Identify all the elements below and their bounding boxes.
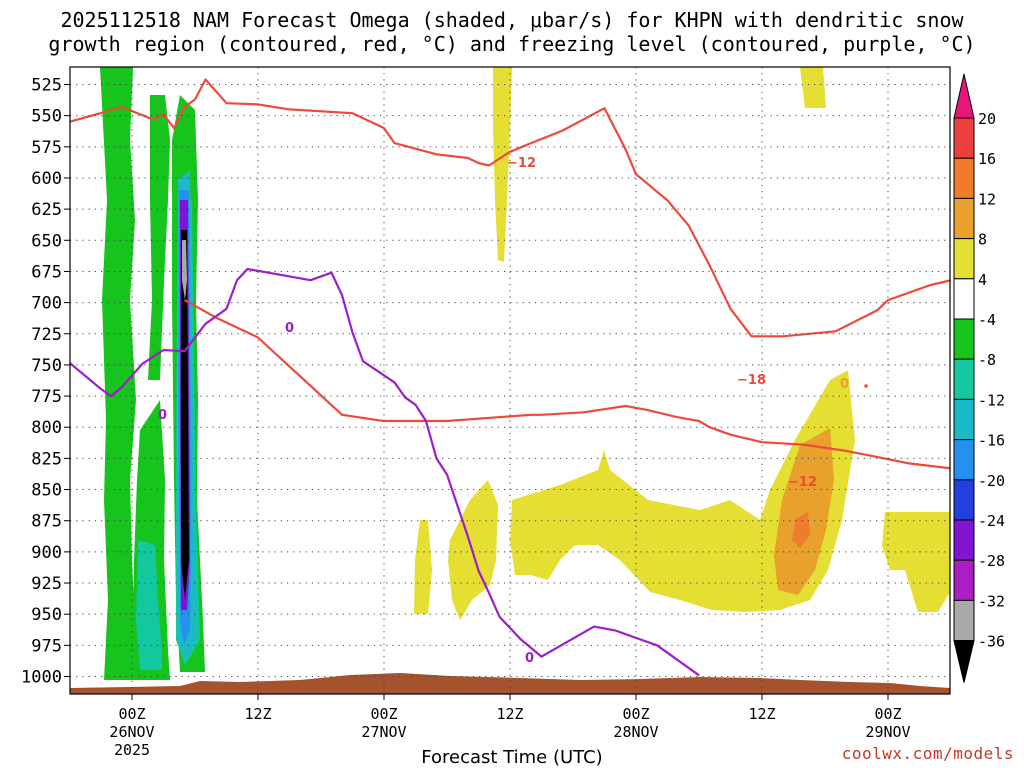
x-tick-label-6-3: 2025	[114, 741, 150, 759]
colorbar-swatch-3	[953, 197, 975, 240]
chart-title: 2025112518 NAM Forecast Omega (shaded, μ…	[0, 8, 1024, 56]
credit-text: coolwx.com/models	[841, 744, 1014, 763]
colorbar-label-6: -8	[978, 351, 996, 369]
y-axis: 525 550 575 600 625 650 675 700 725 750 775 800 825 8…	[21, 76, 70, 688]
omega-green-band-1	[100, 67, 138, 680]
colorbar-label-7: -12	[978, 391, 1005, 409]
colorbar-swatch-9	[953, 439, 975, 481]
y-tick-label-575: 575	[31, 138, 62, 158]
x-tick-label-18-1: 12Z	[244, 705, 271, 723]
colorbar-swatch-8	[953, 398, 975, 441]
ground-terrain	[70, 673, 950, 694]
colorbar-swatch-7	[953, 358, 975, 400]
x-tick-label-78-1: 00Z	[874, 705, 901, 723]
colorbar-swatch-2	[953, 157, 975, 199]
omega-yellow-upper-1	[493, 67, 512, 262]
y-tick-label-1000: 1000	[21, 668, 62, 688]
y-tick-label-900: 900	[31, 543, 62, 563]
chart-title-line1: 2025112518 NAM Forecast Omega (shaded, μ…	[60, 8, 964, 32]
y-tick-label-975: 975	[31, 636, 62, 656]
x-tick-label-54-1: 00Z	[622, 705, 649, 723]
contour-labels: −12 −18 −12 0 0 0 0	[158, 156, 868, 666]
colorbar-label-1: 16	[978, 150, 996, 168]
colorbar-label-10: -24	[978, 512, 1005, 530]
y-tick-label-800: 800	[31, 418, 62, 438]
colorbar-swatch-1	[953, 117, 975, 159]
colorbar-swatch-10	[953, 479, 975, 521]
y-tick-label-600: 600	[31, 169, 62, 189]
contour-dot	[864, 384, 868, 388]
x-tick-label-6-2: 26NOV	[109, 723, 154, 741]
contour-label-purple-3: 0	[525, 651, 534, 666]
y-tick-label-550: 550	[31, 107, 62, 127]
colorbar-label-3: 8	[978, 231, 987, 249]
contour-label-purple-1: 0	[285, 321, 294, 336]
y-tick-label-950: 950	[31, 605, 62, 625]
x-tick-label-78-2: 29NOV	[865, 723, 910, 741]
colorbar-label-5: -4	[978, 311, 996, 329]
omega-yellow-low-1	[414, 520, 432, 614]
omega-teal-band	[136, 540, 162, 670]
colorbar-label-2: 12	[978, 190, 996, 208]
omega-orange-region	[774, 428, 834, 595]
x-tick-label-30-1: 00Z	[370, 705, 397, 723]
colorbar-swatch-6	[953, 318, 975, 360]
colorbar: 20 16 12 8 4 -4 -8 -12 -16 -20 -24 -28 -32 -36	[953, 73, 1005, 683]
omega-yellow-upper-2	[800, 67, 826, 108]
contour-label-purple-2: 0	[158, 408, 167, 423]
contour-label-red-3: −12	[788, 475, 817, 490]
y-tick-label-650: 650	[31, 231, 62, 251]
y-tick-label-525: 525	[31, 76, 62, 96]
freezing-level-purple	[70, 267, 700, 677]
omega-grey-core	[182, 240, 187, 300]
dendritic-bound-upper-red	[70, 78, 950, 338]
colorbar-swatch-11	[953, 519, 975, 561]
colorbar-label-12: -32	[978, 592, 1005, 610]
contour-label-red-2: −18	[737, 373, 766, 388]
y-tick-label-725: 725	[31, 325, 62, 345]
omega-black-core	[181, 230, 189, 600]
y-tick-label-675: 675	[31, 262, 62, 282]
omega-yellow-low-4	[882, 512, 950, 612]
x-tick-label-6-1: 00Z	[118, 705, 145, 723]
chart-title-line2: growth region (contoured, red, °C) and f…	[48, 32, 976, 56]
x-tick-label-30-2: 27NOV	[361, 723, 406, 741]
contour-label-red-1: −12	[507, 156, 536, 171]
colorbar-bottom-arrow	[953, 640, 975, 683]
colorbar-label-0: 20	[978, 110, 996, 128]
colorbar-swatch-12	[953, 559, 975, 601]
contour-label-orange: 0	[840, 377, 849, 392]
y-tick-label-625: 625	[31, 200, 62, 220]
omega-green-band-3	[148, 95, 170, 380]
colorbar-swatch-4	[953, 238, 975, 280]
contour-layer	[70, 78, 950, 677]
colorbar-top-arrow	[953, 73, 975, 119]
y-tick-label-925: 925	[31, 574, 62, 594]
x-axis-title: Forecast Time (UTC)	[421, 747, 603, 768]
colorbar-swatch-13	[953, 599, 975, 642]
y-tick-label-750: 750	[31, 356, 62, 376]
omega-yellow-low-3	[510, 370, 855, 612]
colorbar-label-4: 4	[978, 271, 987, 289]
colorbar-swatch-5	[953, 278, 975, 320]
colorbar-label-8: -16	[978, 432, 1005, 450]
y-tick-label-875: 875	[31, 512, 62, 532]
colorbar-label-11: -28	[978, 552, 1005, 570]
colorbar-label-9: -20	[978, 472, 1005, 490]
y-tick-label-775: 775	[31, 387, 62, 407]
omega-shading	[100, 67, 950, 680]
x-tick-label-54-2: 28NOV	[613, 723, 658, 741]
x-tick-label-66-1: 12Z	[748, 705, 775, 723]
dendritic-bound-lower-red	[183, 299, 950, 470]
x-tick-label-42-1: 12Z	[496, 705, 523, 723]
colorbar-label-13: -36	[978, 633, 1005, 651]
y-tick-label-825: 825	[31, 449, 62, 469]
y-tick-label-850: 850	[31, 481, 62, 501]
y-tick-label-700: 700	[31, 294, 62, 314]
